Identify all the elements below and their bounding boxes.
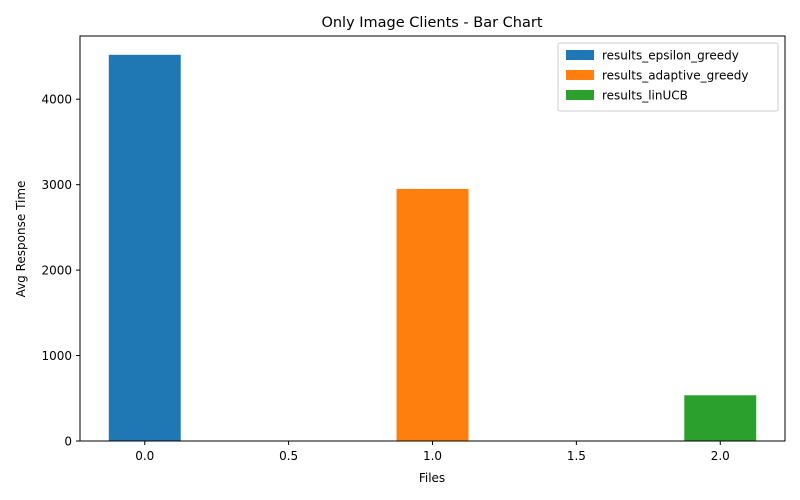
y-tick-label: 2000 [41,264,72,278]
bar-results_adaptive_greedy [396,188,469,441]
y-tick-label: 1000 [41,349,72,363]
x-tick-label: 0.5 [279,449,298,463]
x-tick-label: 1.0 [423,449,442,463]
bars-group [108,54,757,441]
bar-results_epsilon_greedy [108,54,181,441]
y-tick-label: 4000 [41,93,72,107]
bar-results_linUCB [684,395,757,441]
legend-swatch-results_linUCB [566,90,594,100]
y-ticks: 0 1000 2000 3000 4000 [41,93,80,449]
x-tick-label: 0.0 [135,449,154,463]
x-tick-label: 2.0 [711,449,730,463]
y-tick-label: 3000 [41,178,72,192]
chart-title: Only Image Clients - Bar Chart [321,15,542,31]
legend-swatch-results_adaptive_greedy [566,70,594,80]
legend-label-results_epsilon_greedy: results_epsilon_greedy [602,49,739,63]
legend-label-results_adaptive_greedy: results_adaptive_greedy [602,69,748,83]
y-axis-label: Avg Response Time [14,181,28,298]
x-axis-label: Files [419,471,445,485]
x-tick-label: 1.5 [567,449,586,463]
legend-swatch-results_epsilon_greedy [566,50,594,60]
y-tick-label: 0 [64,435,72,449]
legend: results_epsilon_greedy results_adaptive_g… [557,42,779,112]
legend-label-results_linUCB: results_linUCB [602,89,688,103]
x-ticks: 0.0 0.5 1.0 1.5 2.0 [135,441,730,463]
legend-box [557,42,779,112]
